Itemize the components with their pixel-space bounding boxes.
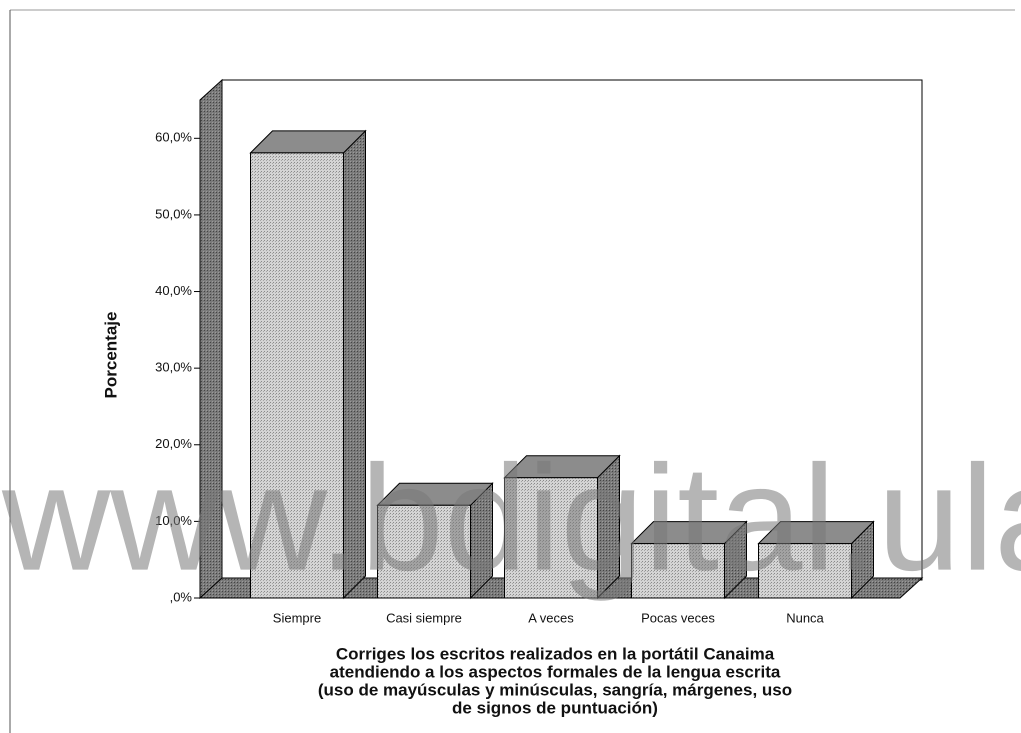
x-axis-title: atendiendo a los aspectos formales de la…: [330, 662, 781, 681]
y-tick-label: 50,0%: [155, 206, 192, 221]
y-tick-label: 20,0%: [155, 436, 192, 451]
x-tick-label: Nunca: [786, 610, 824, 625]
x-axis-title: de signos de puntuación): [452, 698, 658, 717]
y-tick-label: 40,0%: [155, 283, 192, 298]
x-tick-label: A veces: [528, 610, 574, 625]
x-axis-title: (uso de mayúsculas y minúsculas, sangría…: [318, 680, 792, 699]
bar-front: [631, 543, 725, 599]
x-tick-label: Siempre: [273, 610, 321, 625]
bar: [376, 482, 494, 600]
x-tick-label: Pocas veces: [641, 610, 715, 625]
bar: [757, 520, 875, 600]
y-tick-label: 30,0%: [155, 360, 192, 375]
bar-front: [377, 504, 471, 599]
bar: [503, 454, 621, 600]
x-axis-title: Corriges los escritos realizados en la p…: [336, 644, 775, 663]
x-tick-label: Casi siempre: [386, 610, 462, 625]
y-axis-title: Porcentaje: [101, 312, 120, 399]
bar-front: [504, 477, 598, 599]
bar-front: [758, 543, 852, 599]
bar-front: [250, 152, 344, 599]
y-tick-label: ,0%: [170, 589, 193, 604]
y-tick-label: 60,0%: [155, 130, 192, 145]
y-tick-label: 10,0%: [155, 513, 192, 528]
bar: [249, 129, 367, 600]
watermark: www.bdigital.ula.ve: [1, 434, 1021, 602]
bar: [630, 520, 748, 600]
